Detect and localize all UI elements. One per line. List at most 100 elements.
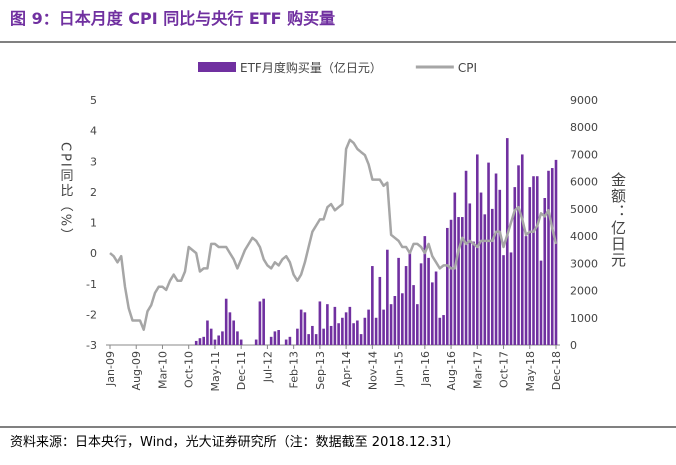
legend-label: ETF月度购买量（亿日元）	[240, 60, 382, 75]
x-tick-label: Dec-11	[235, 351, 248, 390]
bar	[427, 257, 430, 345]
y-tick-label: -3	[86, 339, 97, 352]
bar	[367, 309, 370, 345]
bar	[299, 309, 303, 345]
x-tick-label: Oct-10	[183, 351, 196, 388]
bar	[397, 257, 400, 345]
bar	[307, 334, 310, 345]
bar	[254, 339, 258, 345]
x-tick-label: Aug-16	[445, 351, 458, 390]
bar	[550, 168, 554, 345]
x-tick-label: Jul-12	[261, 351, 274, 383]
bar	[468, 203, 472, 345]
bar	[535, 176, 539, 345]
bar	[554, 159, 558, 345]
bar	[284, 339, 288, 345]
bar	[277, 330, 280, 345]
bar	[209, 328, 213, 345]
y2-tick-label: 8000	[570, 121, 598, 134]
bar	[490, 208, 494, 345]
bar	[464, 170, 468, 345]
y2-tick-label: 1000	[570, 312, 598, 325]
bar	[461, 217, 464, 345]
cpi-line	[109, 138, 558, 331]
bar	[498, 189, 502, 345]
y-tick-label: 1	[90, 217, 97, 230]
bar	[494, 173, 498, 345]
bar	[337, 323, 340, 345]
legend-swatch	[198, 62, 236, 72]
bar	[509, 252, 513, 345]
bar	[404, 266, 408, 345]
bar	[479, 192, 483, 345]
bar	[520, 154, 524, 345]
chart-title: 图 9：日本月度 CPI 同比与央行 ETF 购买量	[10, 9, 335, 28]
bar	[382, 309, 385, 345]
bar	[371, 266, 374, 345]
x-tick-label: Mar-10	[156, 351, 169, 389]
bar	[457, 217, 460, 345]
y-tick-label: 0	[90, 247, 97, 260]
y-tick-label: 5	[90, 94, 97, 107]
bar	[412, 285, 415, 345]
bar	[194, 340, 198, 345]
bar	[408, 252, 412, 345]
bar	[236, 331, 239, 345]
bar	[224, 298, 228, 345]
bar	[532, 176, 535, 345]
bar	[438, 317, 442, 345]
bar	[472, 241, 475, 345]
bar	[363, 317, 367, 345]
bar	[386, 249, 389, 345]
y-tick-label: -2	[86, 308, 97, 321]
bar	[547, 170, 550, 345]
y2-tick-label: 2000	[570, 285, 598, 298]
bar	[206, 320, 209, 345]
y2-tick-label: 6000	[570, 176, 598, 189]
bar	[288, 336, 292, 345]
y-tick-label: 4	[90, 125, 97, 138]
bar	[543, 198, 547, 345]
bar	[517, 165, 520, 345]
bar	[442, 315, 445, 345]
bar	[423, 236, 427, 345]
x-tick-label: Dec-18	[550, 351, 563, 390]
y2-tick-label: 7000	[570, 148, 598, 161]
bar	[311, 325, 314, 345]
x-tick-label: Mar-17	[471, 351, 484, 389]
y2-tick-label: 0	[570, 339, 577, 352]
bar	[374, 317, 378, 345]
bar	[269, 336, 273, 345]
x-tick-label: Apr-14	[340, 351, 353, 387]
bar	[539, 260, 543, 345]
bar	[449, 219, 453, 345]
x-tick-label: May-18	[524, 351, 537, 392]
bar	[217, 335, 220, 345]
bar	[202, 336, 205, 345]
y-tick-label: -1	[86, 278, 97, 291]
bar	[341, 317, 344, 345]
bar	[359, 334, 363, 345]
bar	[348, 306, 352, 345]
bar	[333, 306, 337, 345]
bar	[344, 312, 348, 345]
bar	[273, 331, 277, 345]
x-tick-label: Jan-16	[419, 351, 432, 387]
bar	[352, 323, 355, 345]
x-tick-label: Jun-15	[393, 351, 406, 387]
y2-tick-label: 5000	[570, 203, 598, 216]
y2-axis-label: 金额：亿日元	[609, 172, 627, 268]
bar	[393, 296, 397, 345]
bar	[524, 236, 528, 345]
x-tick-label: May-11	[209, 351, 222, 392]
bar	[322, 328, 325, 345]
bar	[389, 304, 393, 345]
bar	[213, 339, 217, 345]
bar	[483, 214, 487, 345]
bar	[329, 325, 333, 345]
y2-tick-label: 9000	[570, 94, 598, 107]
legend-label: CPI	[458, 61, 477, 75]
bar	[401, 293, 404, 345]
bar	[228, 312, 232, 345]
x-tick-label: Oct-17	[498, 351, 511, 388]
